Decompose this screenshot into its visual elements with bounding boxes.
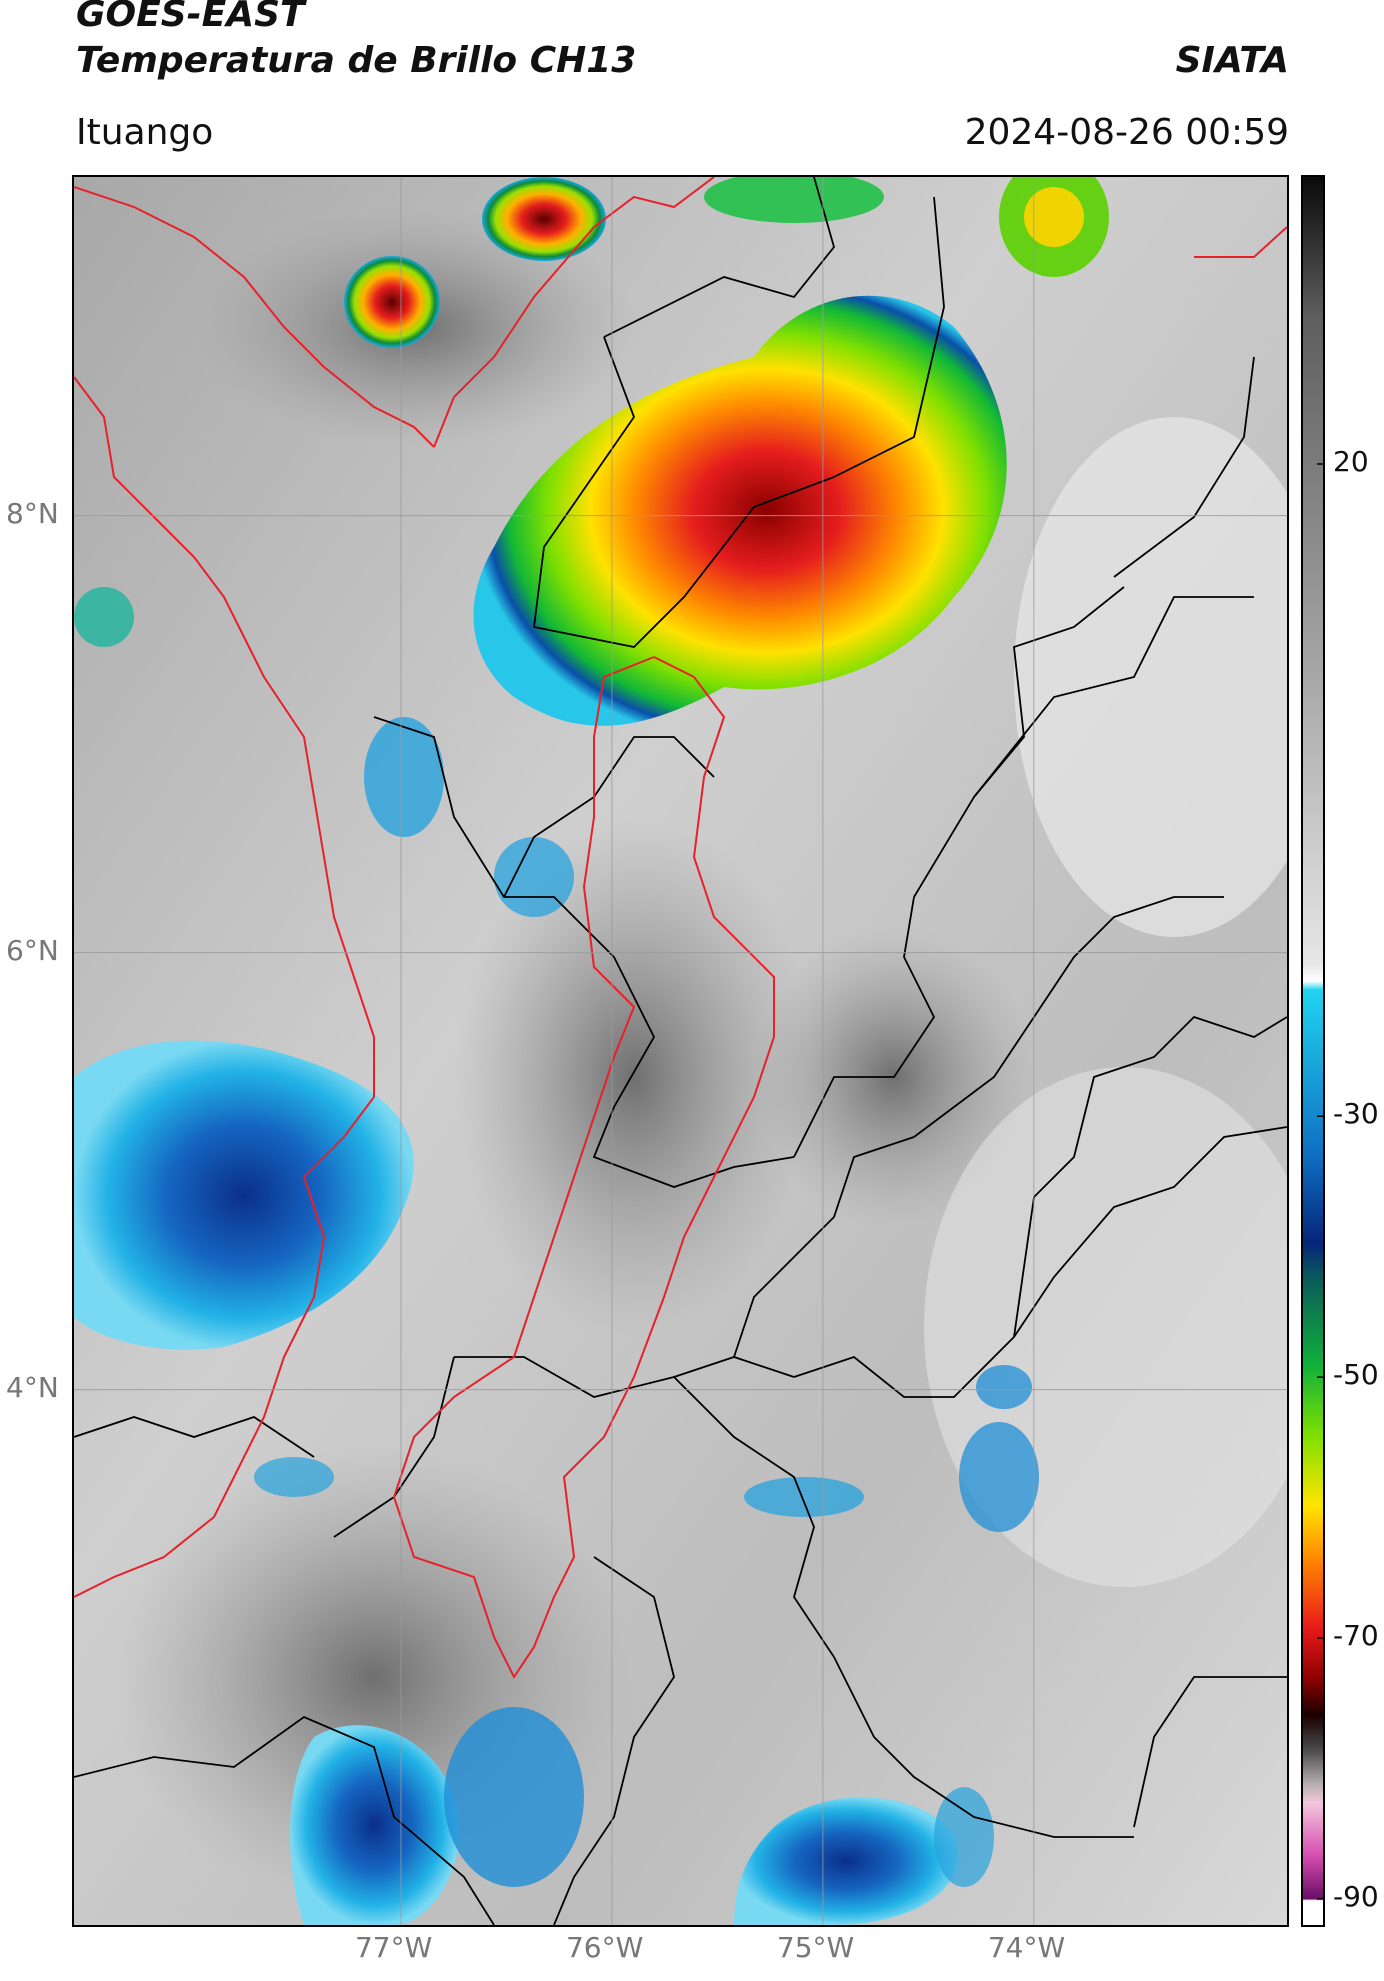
cold-cloud-region <box>959 1422 1039 1532</box>
colorbar-fill <box>1303 177 1323 1925</box>
cold-cloud-region <box>290 1725 460 1925</box>
satellite-map <box>72 175 1289 1927</box>
colorbar <box>1301 175 1325 1927</box>
product-title: Temperatura de Brillo CH13 <box>76 40 637 81</box>
convective-cell <box>344 256 440 348</box>
colorbar-tick-label: 20 <box>1333 444 1369 478</box>
cold-cloud-region <box>444 1707 584 1887</box>
clear-region <box>1014 417 1287 937</box>
department-borders <box>74 177 1287 1925</box>
lon-label: 75°W <box>776 1931 855 1964</box>
warm-region <box>454 817 814 1337</box>
colorbar-tick-label: -90 <box>1333 1879 1379 1913</box>
lat-label: 8°N <box>6 496 59 530</box>
lon-label: 76°W <box>565 1931 644 1964</box>
map-canvas <box>74 177 1287 1925</box>
lat-label: 4°N <box>6 1370 59 1404</box>
cold-cloud-region <box>934 1787 994 1887</box>
cold-cloud-region <box>976 1365 1032 1409</box>
convective-cell <box>704 177 884 223</box>
satellite-title: GOES-EAST <box>76 0 305 35</box>
colorbar-tick-label: -70 <box>1333 1619 1379 1652</box>
lon-label: 77°W <box>354 1931 433 1964</box>
lat-label: 6°N <box>6 933 59 967</box>
colorbar-gradient <box>1303 177 1323 1925</box>
cold-cloud-region <box>734 1797 958 1925</box>
cold-cloud-region <box>74 1040 414 1350</box>
convective-cell <box>482 177 606 261</box>
cold-cloud-region <box>254 1457 334 1497</box>
gridlines <box>74 177 1287 1925</box>
cold-cloud-region <box>744 1477 864 1517</box>
convective-cell <box>74 587 134 647</box>
datetime-label: 2024-08-26 00:59 <box>964 112 1289 153</box>
lon-label: 74°W <box>987 1931 1066 1964</box>
cold-cloud-region <box>364 717 444 837</box>
colorbar-tick-label: -50 <box>1333 1358 1379 1392</box>
convective-storm-main <box>473 295 1007 726</box>
colorbar-tick-label: -30 <box>1333 1097 1379 1131</box>
location-label: Ituango <box>76 112 214 153</box>
colorbar-ticks <box>1317 463 1323 1900</box>
convective-cell-core <box>1024 187 1084 247</box>
agency-label: SIATA <box>1175 40 1289 81</box>
